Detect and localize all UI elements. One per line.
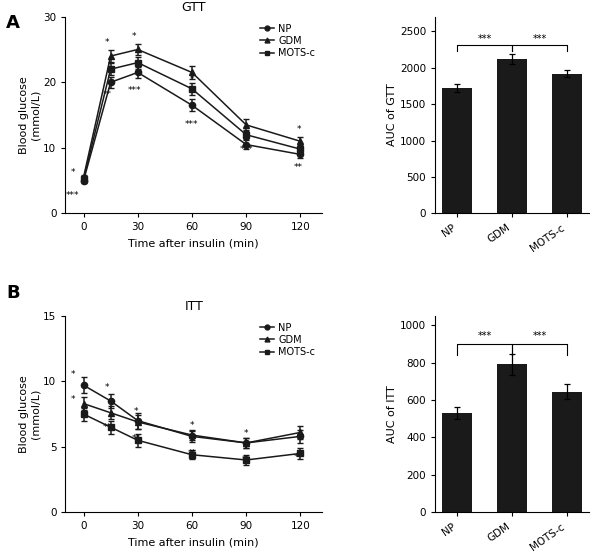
Text: ***: *** (239, 145, 253, 154)
Bar (497, 59, 527, 213)
Text: *: * (105, 383, 109, 392)
Text: ***: *** (185, 120, 199, 129)
Text: *: * (134, 407, 138, 416)
Bar (552, 74, 582, 213)
Bar (442, 88, 472, 213)
Text: **: ** (187, 449, 196, 458)
Y-axis label: AUC of ITT: AUC of ITT (387, 385, 397, 443)
Text: ***: *** (477, 331, 491, 341)
Text: *: * (190, 75, 194, 84)
Text: ***: *** (533, 33, 547, 43)
Text: *: * (70, 395, 75, 404)
Text: B: B (6, 284, 20, 302)
Text: *: * (70, 168, 75, 177)
Y-axis label: AUC of GTT: AUC of GTT (387, 84, 397, 146)
Bar (442, 413, 472, 512)
Text: *: * (70, 370, 75, 379)
Text: *: * (190, 422, 194, 431)
Text: ***: *** (477, 33, 491, 43)
Text: A: A (6, 14, 20, 32)
Text: *: * (132, 32, 136, 41)
Bar (552, 392, 582, 512)
Text: ***: *** (533, 331, 547, 341)
Text: **: ** (102, 90, 111, 99)
Text: **: ** (294, 453, 303, 462)
Text: *: * (296, 125, 301, 134)
Legend: NP, GDM, MOTS-c: NP, GDM, MOTS-c (258, 22, 317, 60)
Text: **: ** (131, 434, 140, 443)
Title: GTT: GTT (181, 1, 206, 14)
Text: *: * (105, 38, 109, 47)
X-axis label: Time after insulin (min): Time after insulin (min) (129, 238, 259, 248)
Text: ***: *** (127, 86, 141, 95)
Text: **: ** (102, 423, 111, 432)
Bar (497, 364, 527, 512)
Y-axis label: Blood glucose
(mmol/L): Blood glucose (mmol/L) (19, 76, 40, 154)
Text: ***: *** (66, 190, 79, 199)
Text: *: * (244, 429, 249, 438)
Text: **: ** (242, 456, 250, 465)
Y-axis label: Blood glucose
(mmol/L): Blood glucose (mmol/L) (19, 375, 40, 453)
X-axis label: Time after insulin (min): Time after insulin (min) (129, 537, 259, 547)
Title: ITT: ITT (184, 300, 203, 313)
Text: **: ** (294, 163, 303, 172)
Legend: NP, GDM, MOTS-c: NP, GDM, MOTS-c (258, 321, 317, 359)
